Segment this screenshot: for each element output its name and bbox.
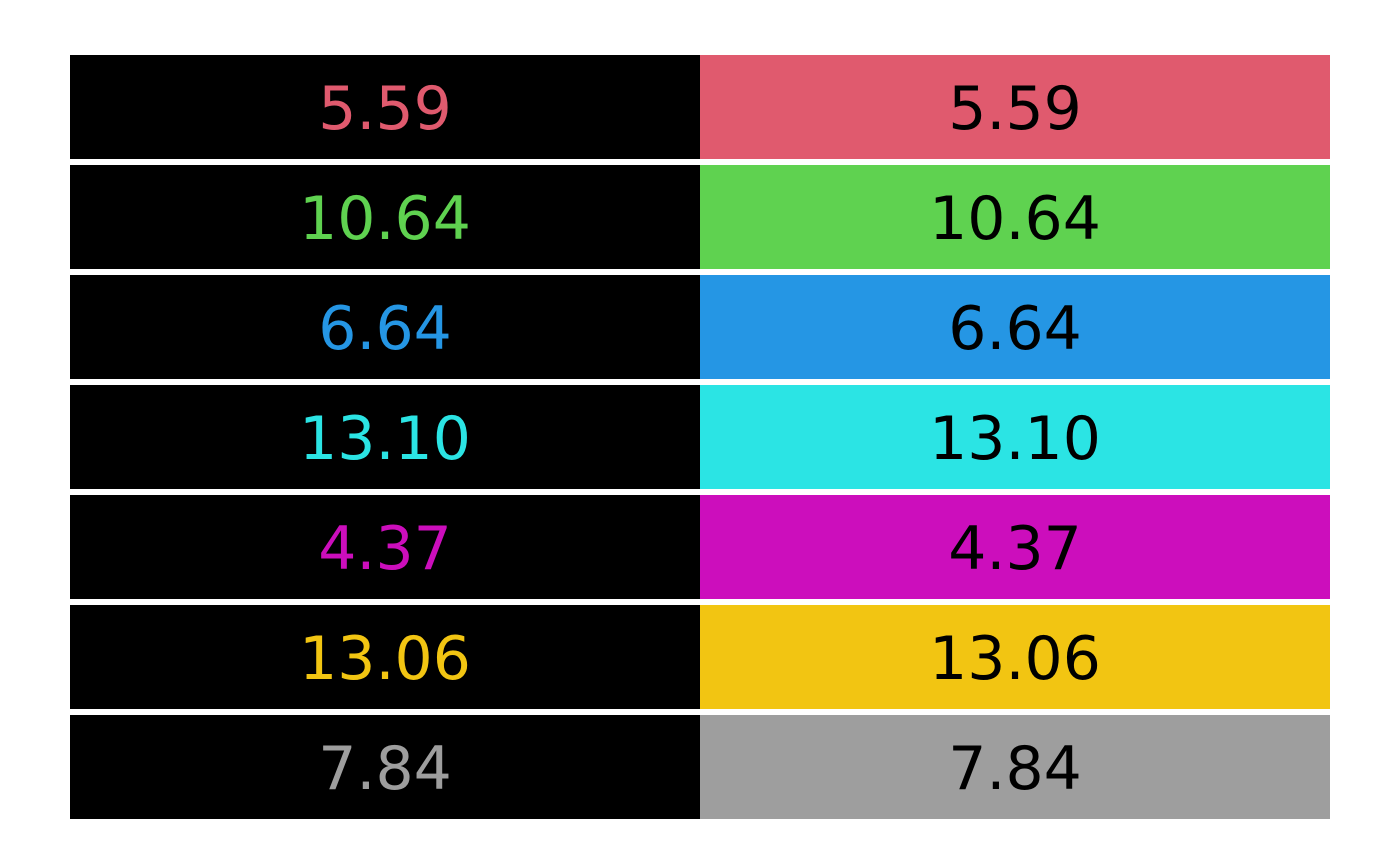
table-row: 4.37 4.37 xyxy=(70,495,1330,599)
value-cell-colored: 6.64 xyxy=(700,275,1330,379)
value-cell-colored: 5.59 xyxy=(700,55,1330,159)
table-row: 6.64 6.64 xyxy=(70,275,1330,379)
value-cell-dark: 10.64 xyxy=(70,165,700,269)
color-value-table: 5.59 5.59 10.64 10.64 6.64 6.64 13.10 13.10 4.37… xyxy=(70,55,1330,819)
value-cell-dark: 7.84 xyxy=(70,715,700,819)
value-cell-dark: 5.59 xyxy=(70,55,700,159)
value-cell-dark: 13.10 xyxy=(70,385,700,489)
value-cell-colored: 10.64 xyxy=(700,165,1330,269)
value-cell-colored: 13.06 xyxy=(700,605,1330,709)
table-row: 10.64 10.64 xyxy=(70,165,1330,269)
table-row: 13.06 13.06 xyxy=(70,605,1330,709)
value-cell-colored: 4.37 xyxy=(700,495,1330,599)
value-cell-colored: 13.10 xyxy=(700,385,1330,489)
table-row: 13.10 13.10 xyxy=(70,385,1330,489)
value-cell-dark: 6.64 xyxy=(70,275,700,379)
value-cell-dark: 13.06 xyxy=(70,605,700,709)
value-cell-dark: 4.37 xyxy=(70,495,700,599)
value-cell-colored: 7.84 xyxy=(700,715,1330,819)
table-row: 5.59 5.59 xyxy=(70,55,1330,159)
table-row: 7.84 7.84 xyxy=(70,715,1330,819)
